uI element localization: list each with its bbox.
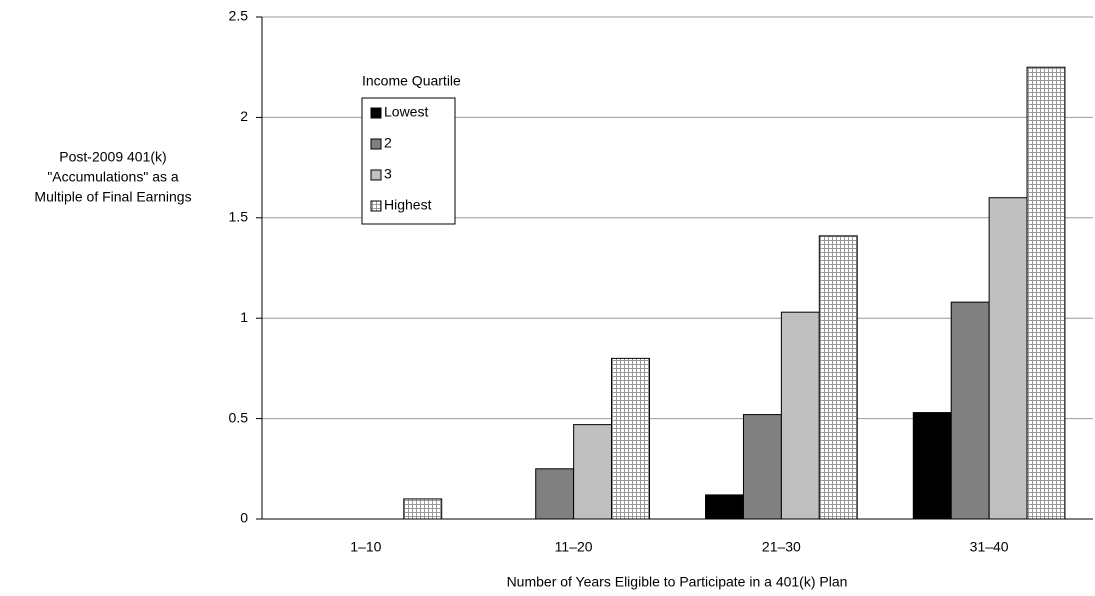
y-axis-label: "Accumulations" as a — [47, 169, 179, 185]
legend-label: 3 — [384, 166, 392, 182]
legend-swatch — [370, 200, 382, 212]
bar — [705, 494, 744, 520]
y-tick-label: 0 — [240, 510, 248, 526]
bar — [780, 311, 820, 520]
x-tick-label: 31–40 — [970, 539, 1009, 555]
y-axis-label: Multiple of Final Earnings — [34, 189, 191, 205]
bar — [818, 235, 858, 520]
y-tick-label: 2.5 — [229, 8, 249, 24]
bar — [742, 414, 782, 520]
x-tick-label: 1–10 — [350, 539, 381, 555]
y-axis-label: Post-2009 401(k) — [59, 149, 166, 165]
legend-label: Lowest — [384, 104, 428, 120]
y-tick-label: 1.5 — [229, 209, 249, 225]
legend-swatch — [370, 107, 382, 119]
legend-title: Income Quartile — [362, 73, 461, 89]
y-tick-label: 1 — [240, 309, 248, 325]
x-tick-label: 21–30 — [762, 539, 801, 555]
y-tick-label: 0.5 — [229, 409, 249, 425]
x-tick-label: 11–20 — [555, 539, 593, 555]
bar — [950, 301, 990, 520]
bar — [535, 468, 575, 520]
y-tick-label: 2 — [240, 108, 248, 124]
legend-label: 2 — [384, 135, 392, 151]
bar — [1026, 66, 1066, 520]
bar — [573, 424, 613, 520]
bar — [988, 197, 1028, 520]
bar — [912, 412, 952, 520]
legend-swatch — [370, 138, 382, 150]
legend-label: Highest — [384, 197, 432, 213]
bar — [403, 498, 443, 520]
legend-swatch — [370, 169, 382, 181]
bar — [611, 357, 650, 520]
x-axis-label: Number of Years Eligible to Participate … — [507, 574, 848, 590]
